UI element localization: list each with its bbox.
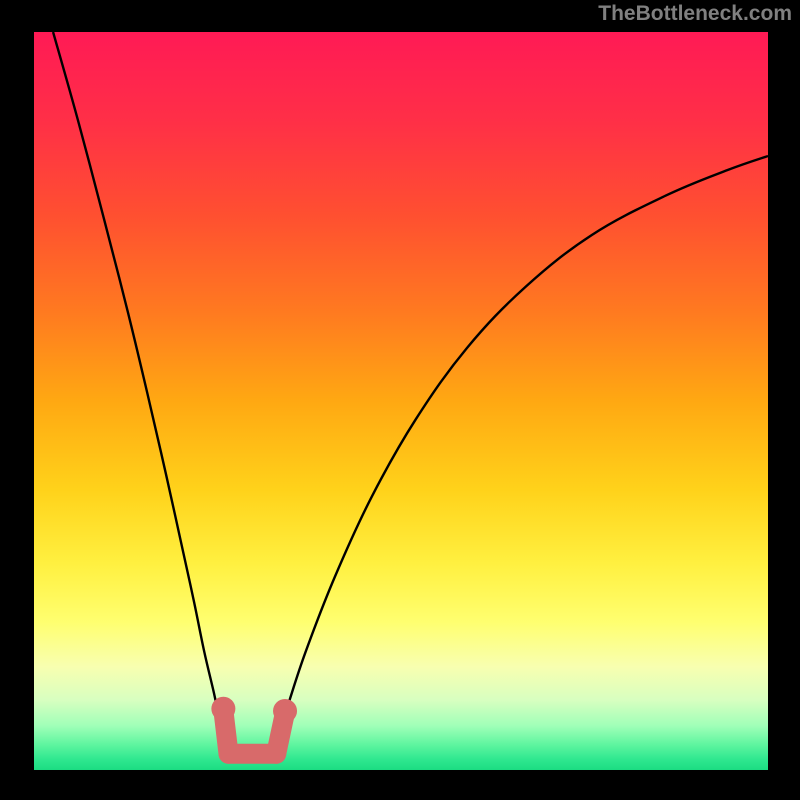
watermark-text: TheBottleneck.com: [598, 2, 792, 26]
chart-container: TheBottleneck.com: [0, 0, 800, 800]
plot-area: [34, 32, 768, 770]
chart-svg: [34, 32, 768, 770]
gradient-background: [34, 32, 768, 770]
